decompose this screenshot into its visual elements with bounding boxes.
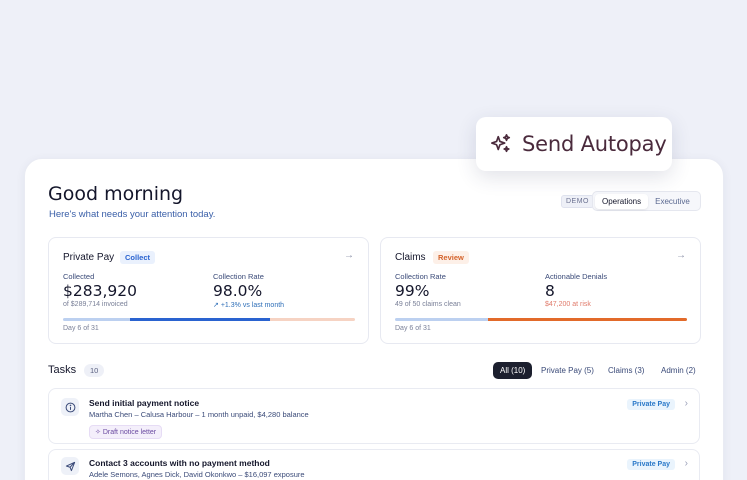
denials-value: 8: [545, 282, 555, 300]
metric-label: Collection Rate: [213, 272, 264, 281]
demo-badge: DEMO: [561, 195, 594, 208]
task-title: Send initial payment notice: [89, 398, 200, 408]
claims-rate-value: 99%: [395, 282, 430, 300]
toggle-executive[interactable]: Executive: [655, 196, 690, 206]
view-toggle: Operations Executive: [592, 191, 701, 211]
sparkle-icon: ✧: [95, 429, 101, 436]
toggle-operations[interactable]: Operations: [595, 193, 649, 209]
at-risk-note: $47,200 at risk: [545, 301, 591, 308]
claims-card[interactable]: Claims Review → Collection Rate 99% 49 o…: [380, 237, 701, 344]
invoiced-note: of $289,714 invoiced: [63, 301, 128, 308]
collection-rate-value: 98.0%: [213, 282, 263, 300]
review-tag: Review: [433, 251, 469, 264]
task-description: Adele Semons, Agnes Dick, David Okonkwo …: [89, 470, 305, 479]
filter-private-pay[interactable]: Private Pay (5): [541, 366, 594, 375]
progress-bar: [63, 318, 355, 321]
trend-text: +1.3% vs last month: [220, 302, 285, 309]
sparkle-icon: [491, 134, 511, 153]
bar-segment-elapsed: [63, 318, 131, 321]
card-title: Private Pay: [63, 252, 115, 263]
filter-admin[interactable]: Admin (2): [661, 366, 696, 375]
progress-bar: [395, 318, 687, 321]
task-title: Contact 3 accounts with no payment metho…: [89, 458, 270, 468]
task-item[interactable]: Send initial payment notice Martha Chen …: [48, 388, 700, 444]
chip-label: Draft notice letter: [102, 429, 157, 436]
collect-tag: Collect: [120, 251, 156, 264]
day-counter: Day 6 of 31: [395, 325, 431, 332]
filter-all[interactable]: All (10): [493, 362, 533, 379]
bar-segment-elapsed: [395, 318, 489, 321]
metric-label: Collected: [63, 272, 95, 281]
send-icon: [61, 457, 79, 475]
arrow-right-icon[interactable]: →: [676, 250, 686, 261]
day-counter: Day 6 of 31: [63, 325, 99, 332]
bar-segment-collected: [130, 318, 271, 321]
chevron-right-icon[interactable]: ›: [684, 458, 688, 469]
tasks-count-badge: 10: [84, 364, 105, 377]
trend-note: ↗ +1.3% vs last month: [213, 301, 284, 309]
metric-label: Actionable Denials: [545, 272, 608, 281]
info-circle-icon: [61, 398, 79, 416]
category-pill: Private Pay: [627, 399, 675, 410]
clean-claims-note: 49 of 50 claims clean: [395, 301, 461, 308]
task-description: Martha Chen – Calusa Harbour – 1 month u…: [89, 410, 309, 419]
send-autopay-label: Send Autopay: [522, 132, 667, 156]
page-title: Good morning: [48, 183, 184, 205]
chevron-right-icon[interactable]: ›: [684, 398, 688, 409]
filter-claims[interactable]: Claims (3): [608, 366, 645, 375]
bar-segment-remaining: [270, 318, 355, 321]
draft-notice-button[interactable]: ✧ Draft notice letter: [89, 425, 163, 439]
bar-segment-denials: [488, 318, 687, 321]
metric-label: Collection Rate: [395, 272, 446, 281]
card-title: Claims: [395, 252, 426, 263]
category-pill: Private Pay: [627, 459, 675, 470]
private-pay-card[interactable]: Private Pay Collect → Collected $283,920…: [48, 237, 369, 344]
send-autopay-button[interactable]: Send Autopay: [476, 117, 672, 171]
tasks-heading: Tasks: [48, 364, 77, 376]
task-item[interactable]: Contact 3 accounts with no payment metho…: [48, 449, 700, 480]
collected-value: $283,920: [63, 282, 137, 300]
trend-up-icon: ↗: [213, 302, 219, 309]
page-subtitle: Here's what needs your attention today.: [49, 209, 216, 220]
arrow-right-icon[interactable]: →: [344, 250, 354, 261]
